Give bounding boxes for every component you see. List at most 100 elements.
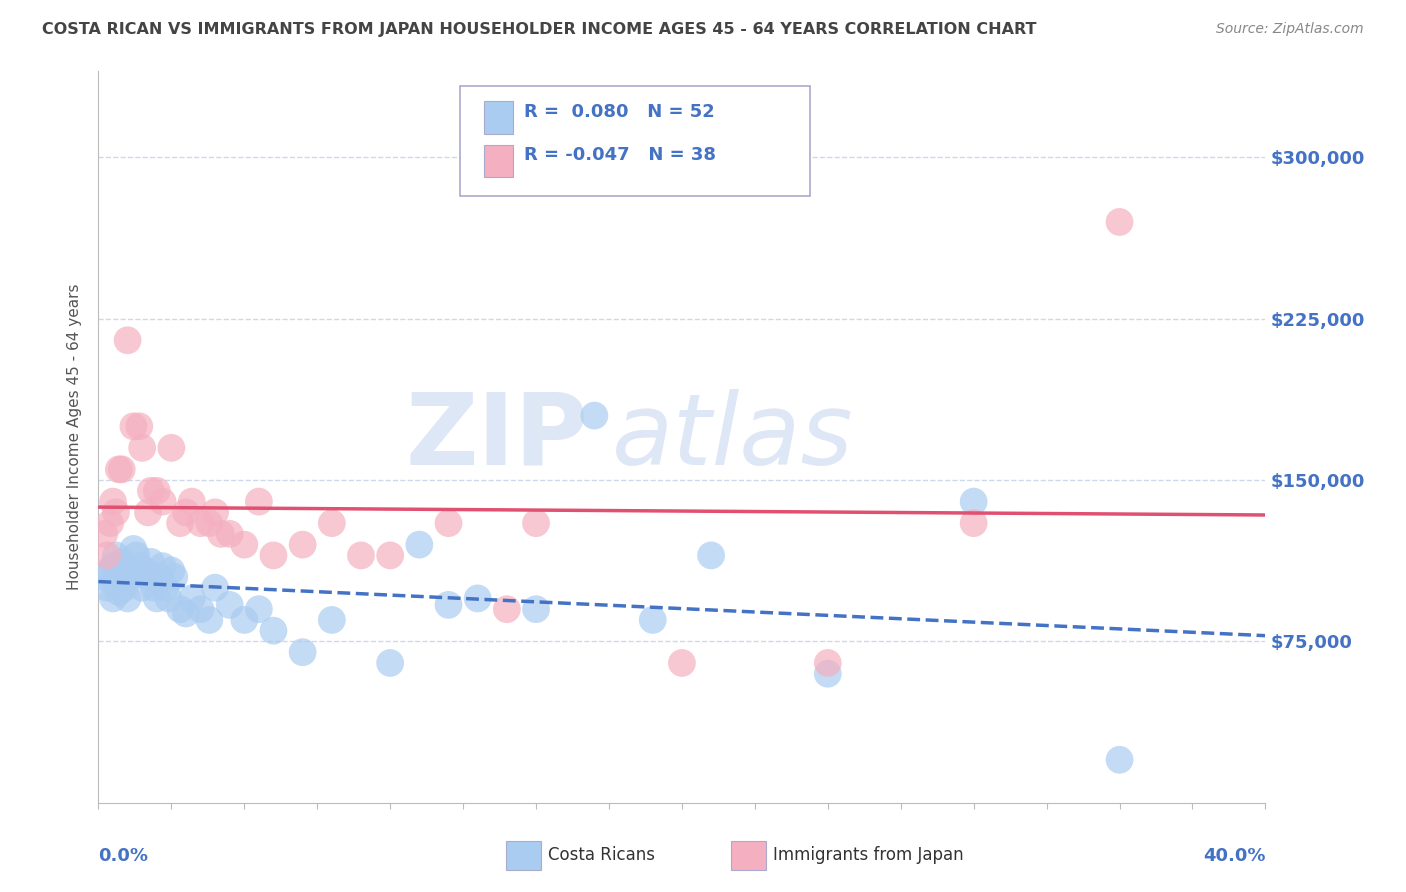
Point [380, 656, 402, 670]
Point [263, 624, 285, 638]
Point [146, 591, 169, 606]
Point [198, 613, 221, 627]
Point [437, 516, 460, 530]
Text: Source: ZipAtlas.com: Source: ZipAtlas.com [1216, 22, 1364, 37]
Point [128, 419, 150, 434]
Point [104, 505, 127, 519]
Point [136, 505, 159, 519]
Point [160, 564, 183, 578]
Point [163, 570, 186, 584]
Point [139, 483, 162, 498]
Text: COSTA RICAN VS IMMIGRANTS FROM JAPAN HOUSEHOLDER INCOME AGES 45 - 64 YEARS CORRE: COSTA RICAN VS IMMIGRANTS FROM JAPAN HOU… [42, 22, 1036, 37]
Point [104, 549, 127, 563]
Text: 0.0%: 0.0% [98, 847, 149, 864]
Point [247, 602, 270, 616]
Point [96, 581, 118, 595]
Point [524, 602, 547, 616]
Point [122, 419, 145, 434]
Point [321, 516, 343, 530]
Point [233, 613, 256, 627]
Point [700, 549, 723, 563]
Point [108, 462, 131, 476]
Point [1108, 753, 1130, 767]
Point [160, 441, 183, 455]
Point [1108, 215, 1130, 229]
Point [152, 559, 174, 574]
Point [98, 564, 121, 578]
Point [180, 591, 202, 606]
Point [152, 494, 174, 508]
Point [169, 516, 191, 530]
FancyBboxPatch shape [460, 86, 810, 195]
Point [962, 494, 984, 508]
Point [233, 538, 256, 552]
Point [134, 564, 156, 578]
Point [408, 538, 430, 552]
Point [817, 666, 839, 681]
Text: R =  0.080   N = 52: R = 0.080 N = 52 [524, 103, 716, 120]
Point [101, 494, 124, 508]
Point [108, 585, 131, 599]
Point [155, 581, 177, 595]
Point [209, 527, 232, 541]
Text: Costa Ricans: Costa Ricans [548, 846, 655, 863]
Point [817, 656, 839, 670]
Point [117, 591, 139, 606]
Point [139, 555, 162, 569]
Point [496, 602, 519, 616]
Point [437, 598, 460, 612]
Text: Immigrants from Japan: Immigrants from Japan [773, 846, 965, 863]
Y-axis label: Householder Income Ages 45 - 64 years: Householder Income Ages 45 - 64 years [67, 284, 83, 591]
Point [218, 527, 240, 541]
Point [131, 581, 153, 595]
Point [146, 483, 169, 498]
Point [204, 581, 226, 595]
Point [93, 570, 115, 584]
Point [117, 333, 139, 347]
Point [174, 505, 197, 519]
Point [169, 602, 191, 616]
Point [524, 516, 547, 530]
Point [583, 409, 606, 423]
Point [671, 656, 693, 670]
Point [190, 516, 212, 530]
Point [180, 494, 202, 508]
Text: atlas: atlas [612, 389, 853, 485]
Point [142, 581, 165, 595]
Point [962, 516, 984, 530]
Point [111, 462, 134, 476]
Point [125, 549, 148, 563]
Point [291, 538, 314, 552]
Point [108, 566, 131, 580]
Point [114, 581, 136, 595]
Point [93, 527, 115, 541]
Text: ZIP: ZIP [406, 389, 589, 485]
Point [149, 570, 172, 584]
Point [174, 607, 197, 621]
Point [218, 598, 240, 612]
Point [117, 570, 139, 584]
Point [98, 516, 121, 530]
Point [641, 613, 664, 627]
Point [321, 613, 343, 627]
Point [136, 570, 159, 584]
Point [104, 576, 127, 591]
Point [157, 591, 180, 606]
Text: 40.0%: 40.0% [1204, 847, 1265, 864]
Point [291, 645, 314, 659]
Point [101, 559, 124, 574]
Point [380, 549, 402, 563]
Point [263, 549, 285, 563]
Point [96, 549, 118, 563]
Point [204, 505, 226, 519]
Point [122, 541, 145, 556]
Bar [484, 145, 513, 178]
Text: R = -0.047   N = 38: R = -0.047 N = 38 [524, 146, 717, 164]
Point [350, 549, 373, 563]
Point [467, 591, 489, 606]
Point [111, 555, 134, 569]
Point [120, 564, 142, 578]
Point [101, 591, 124, 606]
Point [190, 602, 212, 616]
Point [198, 516, 221, 530]
